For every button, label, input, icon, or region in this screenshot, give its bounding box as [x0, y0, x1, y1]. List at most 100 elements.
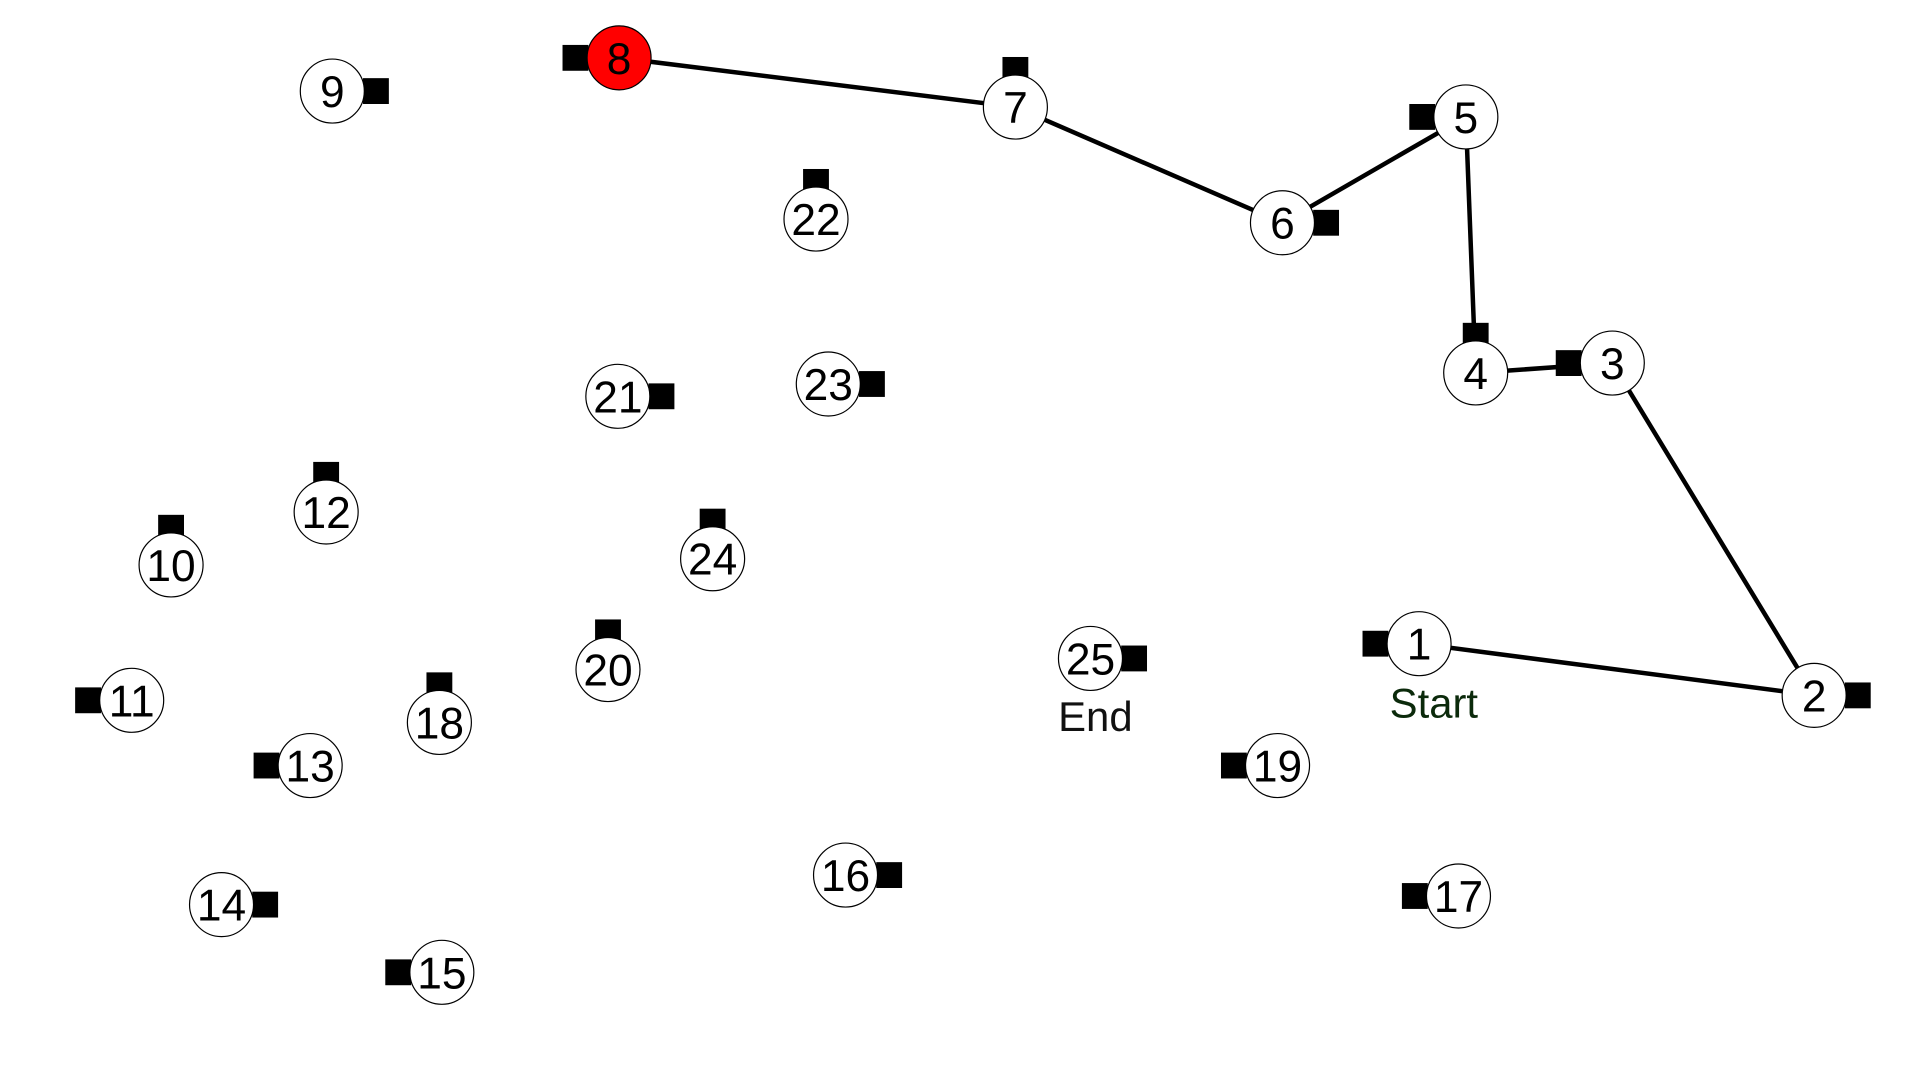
node-label-1: 1: [1407, 621, 1432, 670]
node-1: 1: [1386, 611, 1452, 677]
node-21: 21: [585, 363, 651, 429]
route-edge-5-6: [1280, 114, 1469, 226]
node-marker-14: [252, 891, 279, 918]
node-circle-9: [299, 58, 365, 124]
node-circle-15: [409, 939, 475, 1005]
node-label-9: 9: [320, 68, 345, 117]
node-9: 9: [299, 58, 365, 124]
node-circle-14: [188, 872, 255, 938]
endpoint-labels: Start End: [1058, 680, 1478, 741]
node-circle-5: [1433, 84, 1499, 150]
start-label: Start: [1390, 680, 1479, 727]
node-label-11: 11: [109, 677, 155, 726]
node-circle-24: [680, 526, 746, 592]
node-circle-6: [1249, 190, 1316, 256]
node-marker-19: [1220, 752, 1247, 779]
node-marker-11: [75, 687, 101, 714]
node-15: 15: [409, 939, 475, 1005]
route-edge-2-3: [1610, 360, 1817, 698]
node-marker-16: [876, 862, 903, 888]
node-circle-22: [783, 186, 849, 252]
node-label-2: 2: [1802, 672, 1827, 721]
node-circle-12: [293, 479, 359, 545]
node-25: 25: [1057, 625, 1124, 692]
node-circle-13: [277, 732, 343, 799]
node-label-23: 23: [804, 361, 853, 410]
node-label-4: 4: [1463, 350, 1488, 399]
node-label-18: 18: [415, 699, 464, 748]
node-label-25: 25: [1066, 635, 1115, 684]
node-14: 14: [188, 872, 255, 938]
node-marker-1: [1362, 630, 1389, 657]
node-label-13: 13: [286, 742, 335, 791]
node-circle-3: [1579, 330, 1645, 396]
node-13: 13: [277, 732, 343, 799]
node-marker-13: [253, 752, 280, 779]
node-circle-8: [586, 25, 652, 91]
node-label-12: 12: [302, 489, 351, 538]
node-circle-1: [1386, 611, 1452, 677]
node-circle-2: [1781, 662, 1847, 728]
node-label-19: 19: [1253, 742, 1302, 791]
node-circle-21: [585, 363, 651, 429]
node-label-21: 21: [593, 373, 642, 422]
node-18: 18: [406, 689, 472, 756]
node-circle-16: [812, 842, 879, 908]
node-5: 5: [1433, 84, 1499, 150]
node-marker-8: [562, 44, 589, 71]
node-circle-20: [575, 636, 641, 703]
node-label-7: 7: [1003, 84, 1028, 133]
node-marker-3: [1555, 350, 1582, 376]
route-edge-1-2: [1416, 641, 1817, 698]
node-label-14: 14: [197, 882, 246, 931]
node-4: 4: [1443, 340, 1509, 406]
node-circle-19: [1244, 732, 1311, 799]
node-12: 12: [293, 479, 359, 545]
node-circle-4: [1443, 340, 1509, 406]
node-11: 11: [99, 667, 165, 733]
node-3: 3: [1579, 330, 1645, 396]
node-marker-5: [1409, 104, 1436, 130]
node-circle-23: [795, 351, 861, 417]
node-circle-25: [1057, 625, 1124, 692]
node-marker-2: [1844, 682, 1871, 709]
node-label-16: 16: [821, 852, 870, 901]
node-6: 6: [1249, 190, 1316, 256]
node-marker-9: [363, 78, 389, 104]
node-marker-17: [1401, 883, 1428, 909]
node-circle-11: [99, 667, 165, 733]
node-circle-17: [1425, 863, 1492, 929]
node-label-8: 8: [607, 35, 632, 84]
node-markers: [75, 44, 1871, 986]
route-edge-6-7: [1013, 104, 1285, 226]
node-label-24: 24: [688, 536, 737, 585]
node-23: 23: [795, 351, 861, 417]
node-marker-23: [859, 371, 885, 397]
node-label-22: 22: [791, 196, 840, 245]
node-24: 24: [680, 526, 746, 592]
node-label-6: 6: [1270, 200, 1295, 249]
node-circle-10: [138, 532, 204, 598]
node-circle-7: [982, 74, 1048, 140]
node-label-20: 20: [583, 646, 632, 695]
node-marker-21: [648, 383, 675, 410]
node-label-10: 10: [146, 542, 195, 591]
node-marker-25: [1121, 645, 1148, 672]
node-2: 2: [1781, 662, 1847, 728]
node-10: 10: [138, 532, 204, 598]
node-label-17: 17: [1434, 873, 1483, 922]
node-label-3: 3: [1600, 340, 1625, 389]
node-marker-15: [385, 959, 412, 986]
node-16: 16: [812, 842, 879, 908]
node-label-15: 15: [417, 949, 466, 998]
node-17: 17: [1425, 863, 1492, 929]
route-edge-7-8: [616, 55, 1018, 110]
node-20: 20: [575, 636, 641, 703]
node-label-5: 5: [1454, 94, 1479, 143]
node-22: 22: [783, 186, 849, 252]
end-label: End: [1058, 693, 1132, 740]
node-marker-6: [1313, 209, 1340, 236]
